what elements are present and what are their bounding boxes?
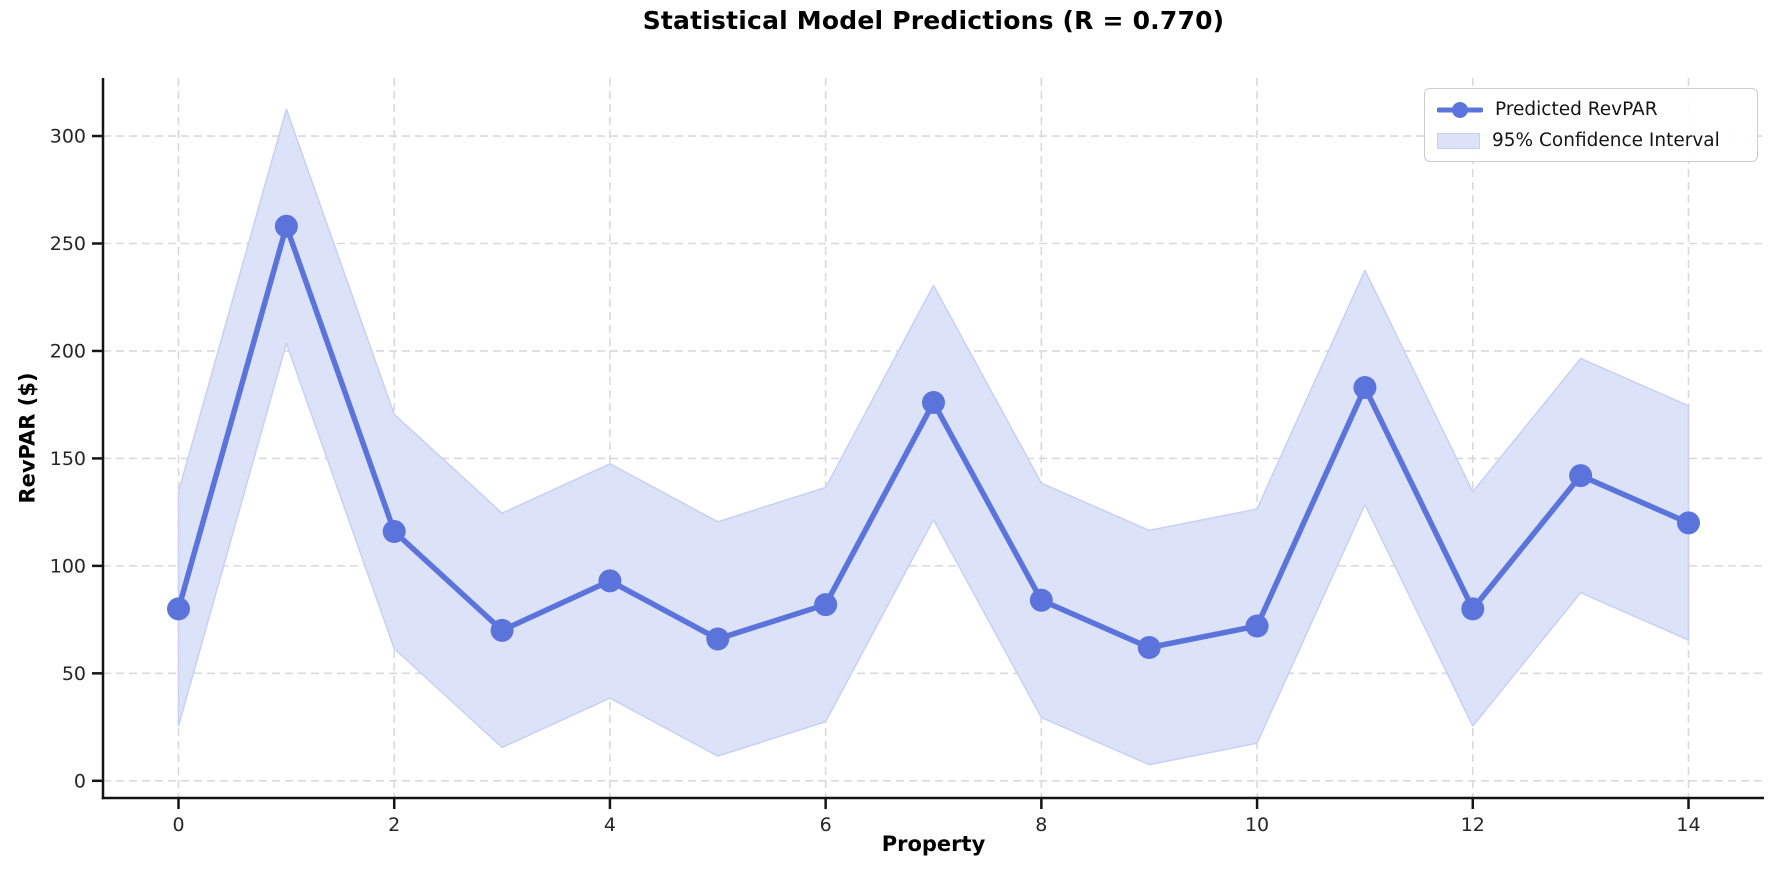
legend-item-predicted-revpar: Predicted RevPAR xyxy=(1437,97,1745,122)
legend: Predicted RevPAR 95% Confidence Interval xyxy=(1424,88,1758,162)
y-tick-label: 100 xyxy=(50,555,86,577)
data-point-marker xyxy=(598,569,622,593)
x-tick-label: 12 xyxy=(1461,814,1485,836)
data-point-marker xyxy=(1353,375,1377,399)
x-tick-label: 4 xyxy=(604,814,616,836)
data-point-marker xyxy=(1461,597,1485,621)
y-tick-label: 250 xyxy=(50,233,86,255)
x-tick-label: 14 xyxy=(1676,814,1700,836)
x-tick-label: 0 xyxy=(172,814,184,836)
y-axis-title-wrap: RevPAR ($) xyxy=(8,78,48,798)
data-point-marker xyxy=(490,618,514,642)
y-tick-label: 200 xyxy=(50,340,86,362)
data-point-marker xyxy=(1677,511,1700,535)
x-tick-label: 6 xyxy=(820,814,832,836)
legend-patch-icon xyxy=(1437,132,1480,149)
chart-title: Statistical Model Predictions (R = 0.770… xyxy=(642,6,1225,35)
y-tick-label: 300 xyxy=(50,126,86,148)
data-point-marker xyxy=(382,519,406,543)
x-tick-label: 2 xyxy=(388,814,400,836)
x-tick-label: 8 xyxy=(1035,814,1047,836)
data-point-marker xyxy=(274,214,298,238)
data-point-marker xyxy=(1245,614,1269,638)
data-point-marker xyxy=(814,593,838,617)
legend-item-confidence-interval: 95% Confidence Interval xyxy=(1437,128,1745,153)
data-point-marker xyxy=(167,597,190,621)
data-point-marker xyxy=(922,391,945,415)
data-point-marker xyxy=(1569,464,1593,488)
y-tick-label: 0 xyxy=(74,770,86,792)
legend-label-confidence-interval: 95% Confidence Interval xyxy=(1492,130,1720,151)
data-point-marker xyxy=(706,627,730,651)
legend-label-predicted-revpar: Predicted RevPAR xyxy=(1495,99,1658,120)
confidence-band xyxy=(177,108,1690,766)
y-tick-label: 50 xyxy=(62,663,86,685)
x-axis-title: Property xyxy=(881,832,986,856)
legend-line-marker-icon xyxy=(1437,101,1483,118)
data-point-marker xyxy=(1029,588,1053,612)
data-point-marker xyxy=(1137,636,1161,660)
x-tick-label: 10 xyxy=(1245,814,1269,836)
y-tick-label: 150 xyxy=(50,448,86,470)
y-axis-title: RevPAR ($) xyxy=(16,372,41,504)
